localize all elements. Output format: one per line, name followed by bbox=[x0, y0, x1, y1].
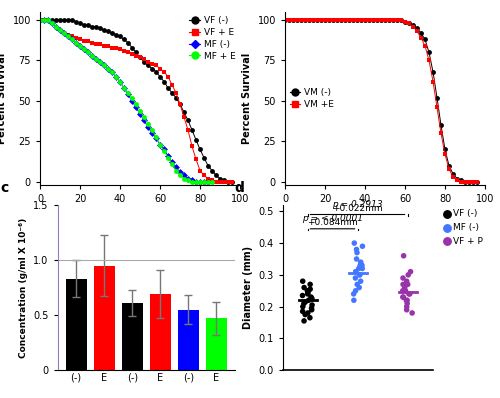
Point bbox=[350, 297, 358, 303]
Point bbox=[352, 269, 360, 275]
Text: +0.022mm: +0.022mm bbox=[332, 204, 383, 213]
Point bbox=[399, 281, 407, 288]
Point bbox=[301, 311, 309, 318]
Point bbox=[358, 265, 366, 272]
Point bbox=[352, 246, 360, 253]
Point bbox=[304, 291, 312, 297]
Point bbox=[399, 287, 407, 294]
Point bbox=[352, 269, 360, 275]
Bar bbox=[94, 265, 114, 370]
Point bbox=[298, 308, 306, 314]
Point bbox=[408, 310, 416, 316]
Bar bbox=[206, 318, 227, 370]
Bar bbox=[66, 279, 86, 370]
Point bbox=[308, 305, 316, 311]
Point bbox=[306, 314, 314, 321]
Text: +0.084mm: +0.084mm bbox=[307, 218, 358, 227]
Y-axis label: Percent Survival: Percent Survival bbox=[0, 53, 7, 144]
Point bbox=[400, 253, 407, 259]
Point bbox=[402, 287, 409, 294]
Point bbox=[356, 272, 364, 278]
Point bbox=[405, 291, 413, 297]
Point bbox=[356, 262, 364, 269]
Point bbox=[358, 262, 366, 269]
Point bbox=[399, 275, 407, 281]
Point bbox=[356, 272, 364, 278]
Legend: VF (-), MF (-), VF + P: VF (-), MF (-), VF + P bbox=[444, 209, 482, 246]
Text: c: c bbox=[0, 181, 9, 195]
Point bbox=[352, 256, 360, 262]
Point bbox=[402, 278, 410, 285]
Point bbox=[403, 300, 411, 306]
Text: p = < 0.0001: p = < 0.0001 bbox=[302, 214, 363, 223]
X-axis label: Days: Days bbox=[125, 210, 155, 220]
Text: p = 0.2913: p = 0.2913 bbox=[332, 200, 383, 209]
Point bbox=[307, 294, 315, 300]
Point bbox=[300, 318, 308, 324]
Point bbox=[355, 284, 363, 291]
Point bbox=[308, 295, 316, 302]
Point bbox=[298, 292, 306, 298]
Legend: VM (-), VM +E: VM (-), VM +E bbox=[290, 88, 334, 109]
Point bbox=[358, 243, 366, 250]
Point bbox=[400, 294, 407, 300]
Text: d: d bbox=[234, 181, 244, 195]
Bar bbox=[178, 310, 199, 370]
Point bbox=[353, 250, 361, 256]
Point bbox=[304, 310, 312, 316]
Point bbox=[353, 281, 361, 288]
Point bbox=[300, 300, 308, 306]
Point bbox=[300, 284, 308, 291]
Point bbox=[304, 297, 312, 303]
Point bbox=[404, 272, 412, 278]
Y-axis label: Concentration (g/ml X 10⁻⁶): Concentration (g/ml X 10⁻⁶) bbox=[18, 217, 28, 358]
Y-axis label: Diameter (mm): Diameter (mm) bbox=[242, 246, 252, 329]
Text: a: a bbox=[0, 0, 6, 1]
Text: b: b bbox=[241, 0, 251, 1]
Point bbox=[403, 297, 411, 303]
Point bbox=[308, 302, 316, 308]
Point bbox=[402, 306, 410, 313]
Point bbox=[350, 240, 358, 246]
Point bbox=[350, 291, 358, 297]
Point bbox=[402, 303, 410, 310]
Legend: VF (-), VF + E, MF (-), MF + E: VF (-), VF + E, MF (-), MF + E bbox=[190, 16, 236, 60]
X-axis label: Days: Days bbox=[370, 210, 400, 220]
Point bbox=[352, 287, 360, 294]
Bar bbox=[150, 294, 171, 370]
Point bbox=[304, 289, 312, 295]
Point bbox=[304, 287, 312, 294]
Point bbox=[298, 278, 306, 285]
Y-axis label: Percent Survival: Percent Survival bbox=[242, 53, 252, 144]
Point bbox=[399, 294, 407, 300]
Point bbox=[299, 303, 307, 310]
Point bbox=[402, 297, 410, 303]
Point bbox=[406, 291, 414, 297]
Point bbox=[404, 281, 411, 288]
Point bbox=[302, 298, 310, 305]
Bar bbox=[122, 303, 142, 370]
Point bbox=[400, 284, 408, 291]
Point bbox=[406, 269, 414, 275]
Point bbox=[306, 281, 314, 288]
Point bbox=[356, 278, 364, 285]
Point bbox=[354, 265, 362, 272]
Point bbox=[306, 286, 314, 292]
Point bbox=[352, 275, 360, 281]
Point bbox=[357, 259, 365, 265]
Point bbox=[308, 306, 316, 313]
